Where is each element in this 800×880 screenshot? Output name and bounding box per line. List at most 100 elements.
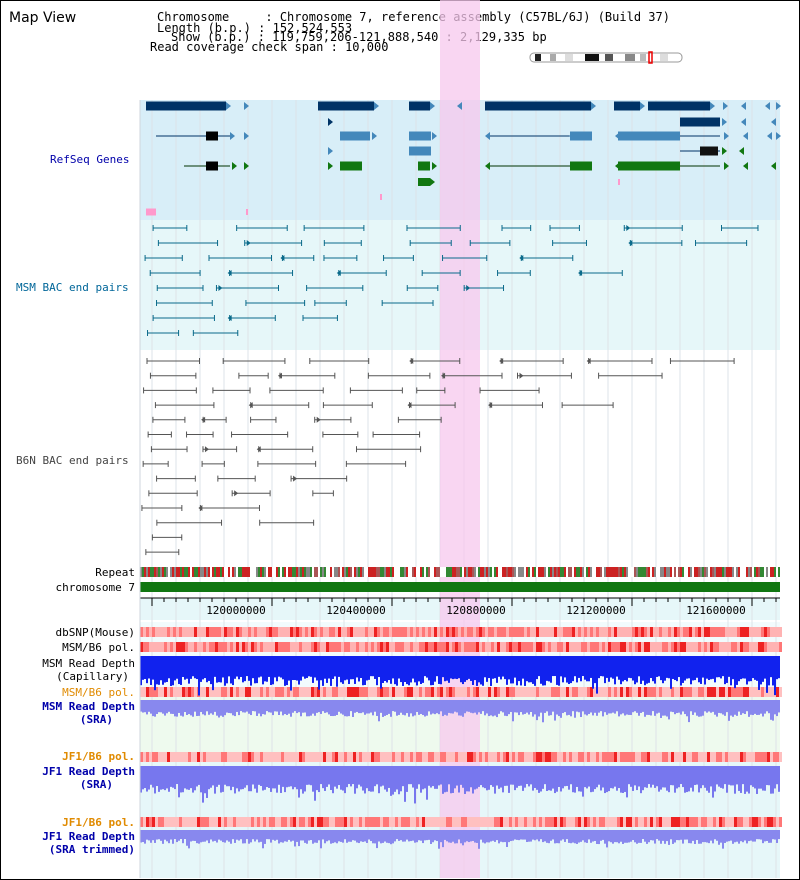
depth-msm-sra-bar xyxy=(260,700,262,717)
heatmap-cell xyxy=(191,817,194,827)
heatmap-cell xyxy=(566,752,569,762)
depth-jf1-sra-bar xyxy=(236,766,238,789)
repeat-segment xyxy=(540,567,542,577)
depth-msm-sra-bar xyxy=(700,700,702,717)
strand-arrow xyxy=(328,118,333,126)
heatmap-cell xyxy=(437,642,440,652)
heatmap-cell xyxy=(206,627,209,637)
heatmap-cell xyxy=(407,687,410,697)
strand-arrow xyxy=(328,147,333,155)
heatmap-cell xyxy=(524,687,527,697)
depth-msm-sra-bar xyxy=(142,700,144,713)
gene-exon xyxy=(340,131,370,141)
depth-jf1-sra-bar xyxy=(290,766,292,787)
repeat-segment xyxy=(338,567,340,577)
repeat-segment xyxy=(714,567,716,577)
depth-jf1-trimmed-bar xyxy=(160,830,162,841)
depth-jf1-trimmed-bar xyxy=(442,830,444,848)
heatmap-cell xyxy=(776,687,779,697)
depth-jf1-trimmed-bar xyxy=(196,830,198,844)
repeat-segment xyxy=(556,567,558,577)
depth-jf1-trimmed-bar xyxy=(382,830,384,843)
depth-jf1-trimmed-bar xyxy=(554,830,556,844)
depth-capillary-bar xyxy=(236,656,238,677)
depth-jf1-trimmed-bar xyxy=(344,830,346,840)
depth-capillary-bar xyxy=(252,656,254,679)
depth-jf1-sra-bar xyxy=(154,766,156,794)
depth-jf1-trimmed-bar xyxy=(572,830,574,843)
depth-jf1-trimmed-bar xyxy=(714,830,716,840)
heatmap-cell xyxy=(701,752,704,762)
heatmap-cell xyxy=(770,642,773,652)
heatmap-cell xyxy=(758,817,761,827)
depth-jf1-sra-bar xyxy=(202,766,204,803)
heatmap-cell xyxy=(161,687,164,697)
heatmap-cell xyxy=(146,627,149,637)
heatmap-cell xyxy=(638,752,641,762)
repeat-segment xyxy=(428,567,430,577)
depth-msm-sra-bar xyxy=(564,700,566,713)
depth-capillary-bar xyxy=(618,656,620,680)
depth-jf1-sra-bar xyxy=(660,766,662,790)
heatmap-cell xyxy=(278,627,281,637)
depth-jf1-sra-bar xyxy=(630,766,632,787)
depth-capillary-bar xyxy=(344,656,346,681)
depth-msm-sra-bar xyxy=(518,700,520,716)
heatmap-cell xyxy=(668,752,671,762)
heatmap-cell xyxy=(485,627,488,637)
depth-jf1-trimmed-bar xyxy=(348,830,350,842)
heatmap-cell xyxy=(323,627,326,637)
heatmap-cell xyxy=(374,817,377,827)
refseq-genes-label[interactable]: RefSeq Genes xyxy=(50,153,130,166)
depth-msm-sra-bar xyxy=(396,700,398,716)
heatmap-cell xyxy=(557,642,560,652)
repeat-segment xyxy=(304,567,306,577)
depth-jf1-sra-bar xyxy=(510,766,512,785)
depth-jf1-trimmed-bar xyxy=(740,830,742,842)
repeat-segment xyxy=(708,567,710,577)
heatmap-cell xyxy=(362,752,365,762)
repeat-segment xyxy=(630,567,632,577)
depth-jf1-sra-bar xyxy=(764,766,766,791)
depth-jf1-sra-bar xyxy=(266,766,268,788)
depth-capillary-bar xyxy=(506,656,508,685)
depth-capillary-bar xyxy=(396,656,398,686)
depth-msm-sra-bar xyxy=(680,700,682,715)
gene-exon xyxy=(700,146,718,156)
depth-jf1-sra-bar xyxy=(220,766,222,793)
depth-msm-sra-bar xyxy=(664,700,666,716)
depth-jf1-trimmed-bar xyxy=(328,830,330,841)
heatmap-cell xyxy=(674,752,677,762)
heatmap-cell xyxy=(755,752,758,762)
heatmap-cell xyxy=(620,687,623,697)
repeat-segment xyxy=(516,567,518,577)
repeat-segment xyxy=(348,567,350,577)
depth-capillary-bar xyxy=(768,656,770,686)
heatmap-cell xyxy=(392,627,395,637)
heatmap-cell xyxy=(530,687,533,697)
b6n-bac-end-pairs-label[interactable]: B6N BAC end pairs xyxy=(16,454,129,467)
depth-msm-sra-bar xyxy=(538,700,540,717)
depth-msm-sra-bar xyxy=(698,700,700,717)
heatmap-cell xyxy=(173,817,176,827)
depth-jf1-trimmed-bar xyxy=(700,830,702,844)
depth-capillary-bar xyxy=(760,656,762,685)
heatmap-cell xyxy=(209,642,212,652)
msm-bac-end-pairs-label[interactable]: MSM BAC end pairs xyxy=(16,281,129,294)
repeat-segment xyxy=(458,567,460,577)
depth-msm-sra-bar xyxy=(748,700,750,717)
heatmap-cell xyxy=(653,627,656,637)
depth-capillary-bar xyxy=(238,656,240,680)
depth-jf1-trimmed-bar xyxy=(502,830,504,843)
depth-jf1-sra-bar xyxy=(300,766,302,790)
depth-jf1-sra-bar xyxy=(312,766,314,792)
heatmap-cell xyxy=(590,642,593,652)
depth-msm-sra-bar xyxy=(482,700,484,712)
repeat-segment xyxy=(568,567,570,577)
repeat-segment xyxy=(170,567,172,577)
depth-jf1-sra-bar xyxy=(460,766,462,785)
depth-msm-sra-bar xyxy=(702,700,704,716)
repeat-segment xyxy=(406,567,408,577)
heatmap-cell xyxy=(740,687,743,697)
